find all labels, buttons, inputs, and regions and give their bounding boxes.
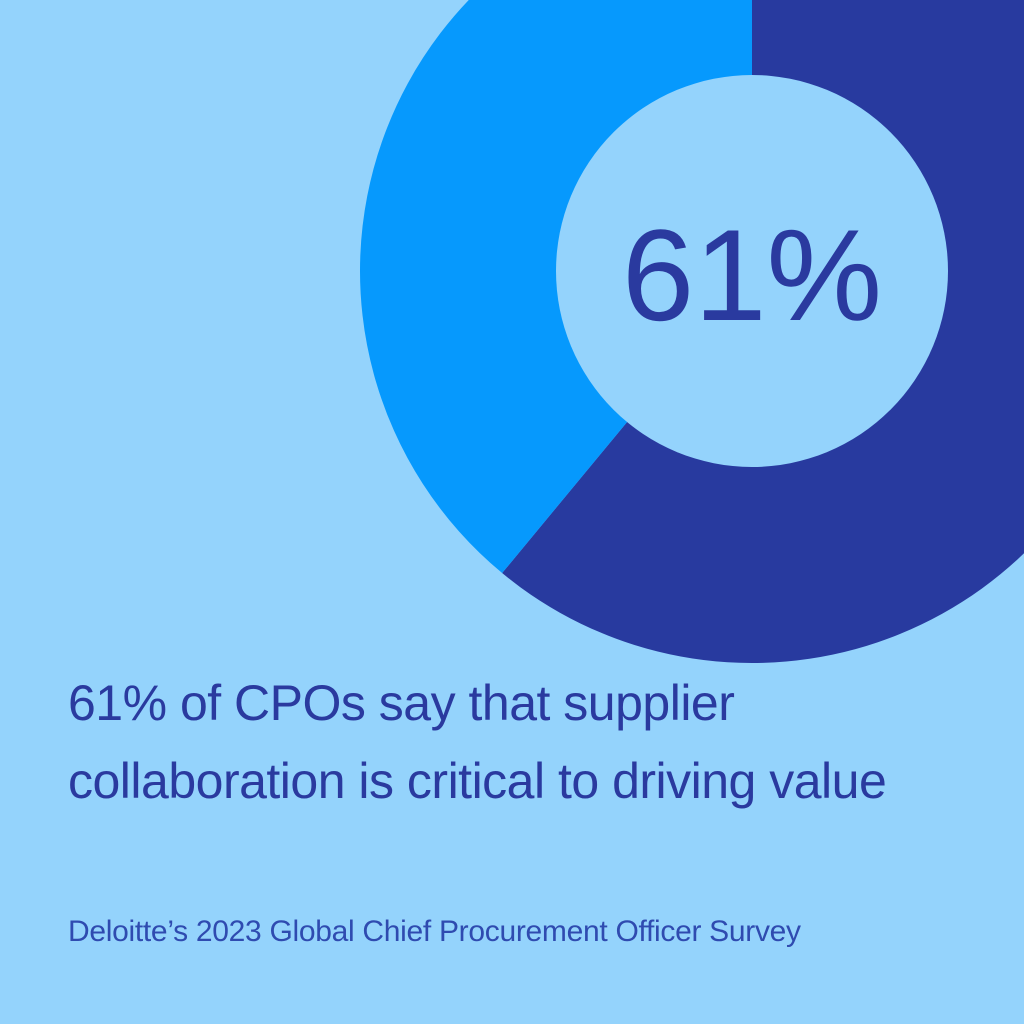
headline: 61% of CPOs say that supplier collaborat… <box>68 675 887 809</box>
source-citation: Deloitte’s 2023 Global Chief Procurement… <box>68 915 801 948</box>
center-value-label: 61% <box>622 202 882 348</box>
donut-hole <box>556 75 948 467</box>
